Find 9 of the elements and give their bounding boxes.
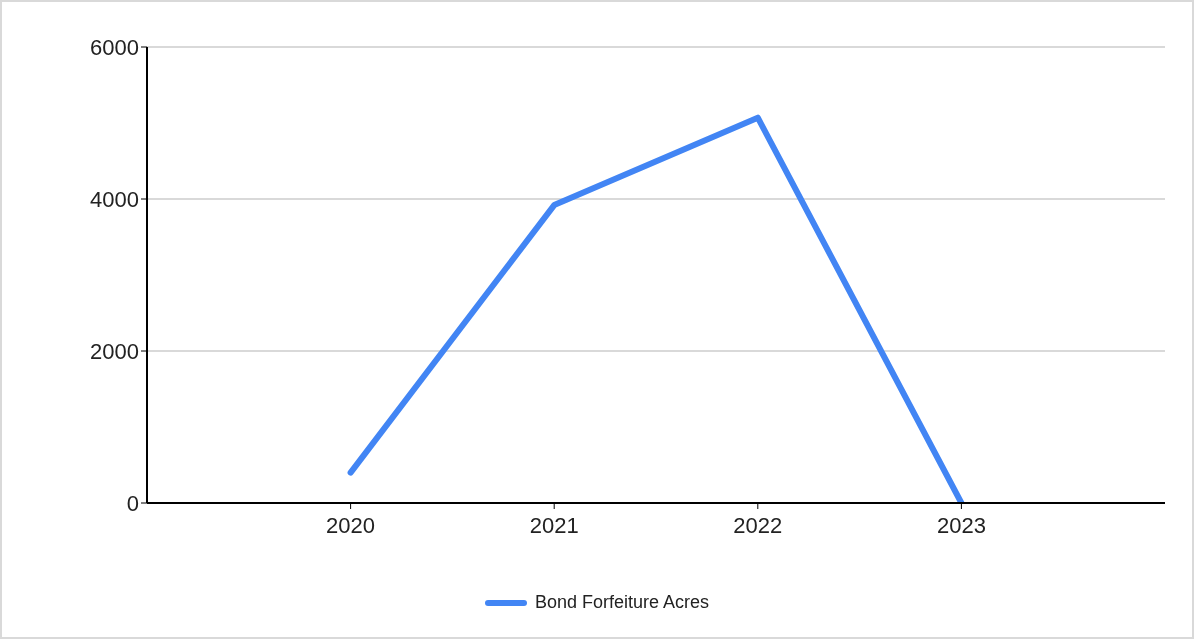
y-tick-label: 4000	[90, 186, 139, 212]
x-tick-label: 2022	[733, 512, 783, 538]
x-tick-label: 2023	[936, 512, 986, 538]
y-tick-label: 6000	[90, 34, 139, 60]
y-tick-label: 0	[126, 490, 139, 516]
x-tick-label: 2020	[326, 512, 376, 538]
legend-label: Bond Forfeiture Acres	[534, 592, 710, 613]
y-tick-label: 2000	[90, 338, 139, 364]
x-tick-label: 2021	[529, 512, 579, 538]
